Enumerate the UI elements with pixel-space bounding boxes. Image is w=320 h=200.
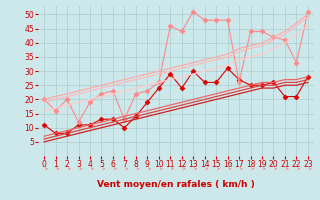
X-axis label: Vent moyen/en rafales ( km/h ): Vent moyen/en rafales ( km/h ) xyxy=(97,180,255,189)
